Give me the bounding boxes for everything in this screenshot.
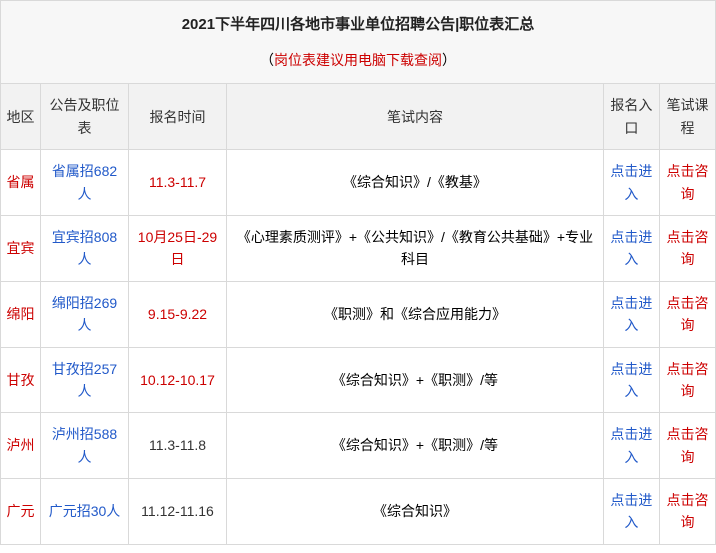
cell-entry-link[interactable]: 点击进入 [603,215,659,281]
table-row: 省属省属招682人11.3-11.7《综合知识》/《教基》点击进入点击咨询 [1,150,716,216]
cell-course-link[interactable]: 点击咨询 [659,413,715,479]
cell-announcement-link[interactable]: 甘孜招257人 [41,347,129,413]
header-row: 地区 公告及职位表 报名时间 笔试内容 报名入口 笔试课程 [1,84,716,150]
cell-course-link[interactable]: 点击咨询 [659,281,715,347]
cell-time: 10.12-10.17 [129,347,227,413]
cell-announcement-link[interactable]: 泸州招588人 [41,413,129,479]
cell-exam: 《综合知识》+《职测》/等 [227,413,604,479]
cell-announcement-link[interactable]: 广元招30人 [41,479,129,545]
header-exam: 笔试内容 [227,84,604,150]
cell-time: 9.15-9.22 [129,281,227,347]
cell-exam: 《综合知识》/《教基》 [227,150,604,216]
table-row: 广元广元招30人11.12-11.16《综合知识》点击进入点击咨询 [1,479,716,545]
cell-region: 泸州 [1,413,41,479]
header-announcement: 公告及职位表 [41,84,129,150]
header-course: 笔试课程 [659,84,715,150]
cell-announcement-link[interactable]: 绵阳招269人 [41,281,129,347]
title-row: 2021下半年四川各地市事业单位招聘公告|职位表汇总 [1,1,716,44]
cell-announcement-link[interactable]: 省属招682人 [41,150,129,216]
cell-exam: 《职测》和《综合应用能力》 [227,281,604,347]
cell-time: 11.3-11.7 [129,150,227,216]
cell-course-link[interactable]: 点击咨询 [659,215,715,281]
header-time: 报名时间 [129,84,227,150]
header-entry: 报名入口 [603,84,659,150]
cell-time: 11.3-11.8 [129,413,227,479]
recruitment-table: 2021下半年四川各地市事业单位招聘公告|职位表汇总 （岗位表建议用电脑下载查阅… [0,0,716,545]
subtitle-row: （岗位表建议用电脑下载查阅） [1,43,716,84]
table-title: 2021下半年四川各地市事业单位招聘公告|职位表汇总 [1,1,716,44]
subtitle-suffix: ） [442,52,456,68]
table-row: 泸州泸州招588人11.3-11.8《综合知识》+《职测》/等点击进入点击咨询 [1,413,716,479]
cell-entry-link[interactable]: 点击进入 [603,281,659,347]
cell-exam: 《心理素质测评》+《公共知识》/《教育公共基础》+专业科目 [227,215,604,281]
cell-region: 宜宾 [1,215,41,281]
cell-course-link[interactable]: 点击咨询 [659,479,715,545]
header-region: 地区 [1,84,41,150]
cell-time: 11.12-11.16 [129,479,227,545]
cell-entry-link[interactable]: 点击进入 [603,150,659,216]
cell-time: 10月25日-29日 [129,215,227,281]
table-row: 甘孜甘孜招257人10.12-10.17《综合知识》+《职测》/等点击进入点击咨… [1,347,716,413]
table-subtitle: （岗位表建议用电脑下载查阅） [1,43,716,84]
cell-course-link[interactable]: 点击咨询 [659,347,715,413]
table-row: 宜宾宜宾招808人10月25日-29日《心理素质测评》+《公共知识》/《教育公共… [1,215,716,281]
cell-course-link[interactable]: 点击咨询 [659,150,715,216]
cell-entry-link[interactable]: 点击进入 [603,413,659,479]
cell-entry-link[interactable]: 点击进入 [603,347,659,413]
subtitle-prefix: （ [260,52,274,68]
cell-region: 绵阳 [1,281,41,347]
cell-entry-link[interactable]: 点击进入 [603,479,659,545]
subtitle-red-text: 岗位表建议用电脑下载查阅 [274,52,442,68]
cell-announcement-link[interactable]: 宜宾招808人 [41,215,129,281]
cell-exam: 《综合知识》 [227,479,604,545]
cell-region: 省属 [1,150,41,216]
cell-region: 甘孜 [1,347,41,413]
cell-region: 广元 [1,479,41,545]
table-row: 绵阳绵阳招269人9.15-9.22《职测》和《综合应用能力》点击进入点击咨询 [1,281,716,347]
cell-exam: 《综合知识》+《职测》/等 [227,347,604,413]
